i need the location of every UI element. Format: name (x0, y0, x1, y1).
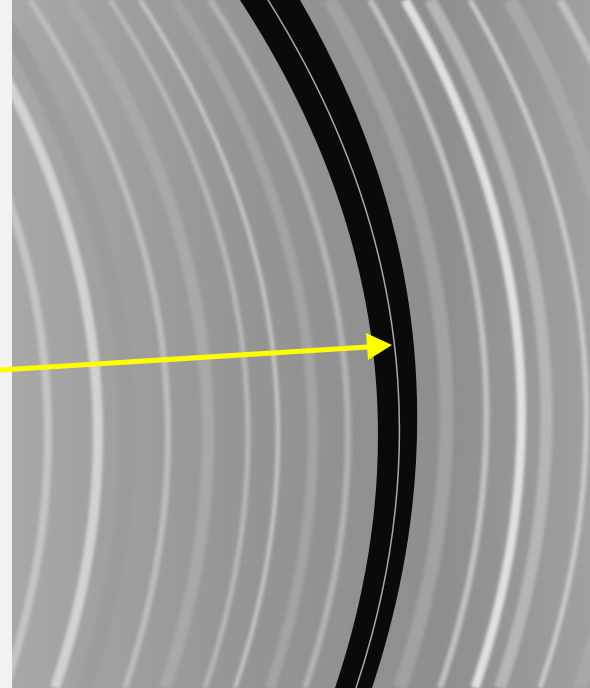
page: (() => { const data = JSON.parse(documen… (0, 0, 590, 688)
rings (0, 0, 590, 688)
ring-photo (0, 0, 590, 688)
margin (0, 0, 12, 688)
